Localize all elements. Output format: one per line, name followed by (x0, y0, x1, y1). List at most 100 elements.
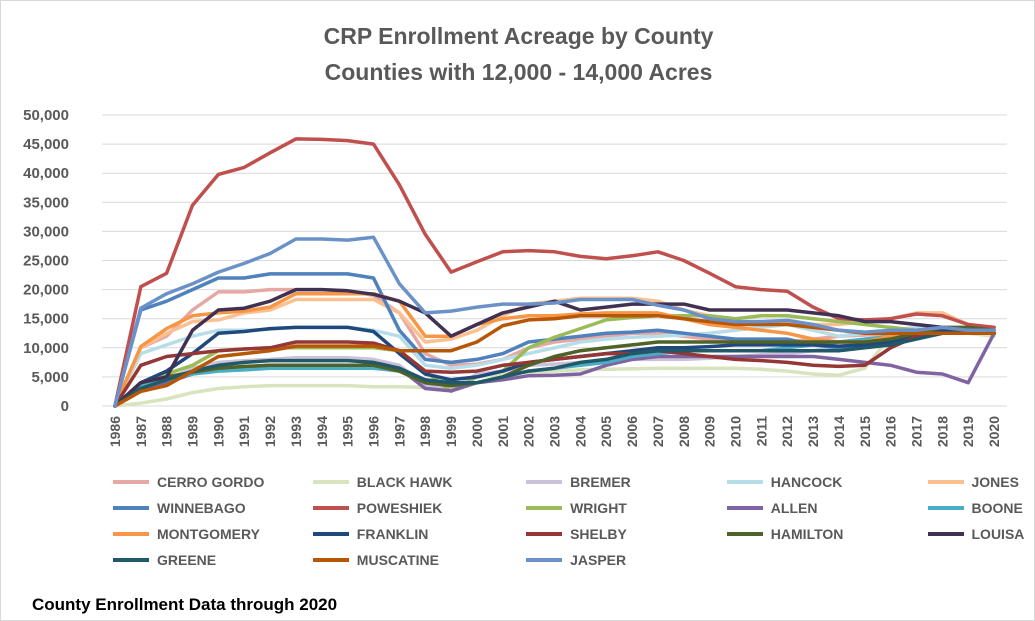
x-tick-label: 1989 (185, 416, 201, 447)
x-tick-label: 2014 (831, 416, 847, 447)
legend-item: FRANKLIN (312, 524, 429, 544)
legend-label: MONTGOMERY (157, 526, 260, 542)
y-tick-label: 50,000 (23, 107, 69, 124)
legend-label: HANCOCK (770, 474, 843, 490)
x-tick-label: 2017 (909, 416, 925, 447)
legend-item: BREMER (526, 472, 631, 492)
legend-swatch (312, 506, 349, 510)
x-tick-label: 2007 (650, 416, 666, 447)
y-tick-label: 45,000 (23, 136, 69, 153)
legend-swatch (927, 532, 964, 536)
legend-item: WINNEBAGO (113, 498, 246, 518)
x-tick-label: 1988 (159, 416, 175, 447)
legend-item: HANCOCK (726, 472, 843, 492)
x-tick-label: 2012 (779, 416, 795, 447)
x-tick-label: 2019 (960, 416, 976, 447)
x-tick-label: 2018 (934, 416, 950, 447)
legend-swatch (526, 506, 563, 510)
chart-title: CRP Enrollment Acreage by County (323, 23, 714, 49)
legend-label: JONES (971, 474, 1019, 490)
series-line-hamilton (113, 325, 996, 408)
legend-swatch (927, 480, 964, 484)
legend-swatch (726, 506, 763, 510)
legend-label: GREENE (157, 552, 217, 568)
y-tick-label: 35,000 (23, 194, 69, 211)
legend-swatch (113, 532, 149, 536)
legend-label: FRANKLIN (356, 526, 429, 542)
legend-label: MUSCATINE (356, 552, 439, 568)
legend-item: CERRO GORDO (113, 472, 264, 492)
x-tick-label: 1997 (391, 416, 407, 447)
legend-swatch (312, 558, 349, 562)
x-tick-label: 2010 (728, 416, 744, 447)
x-tick-label: 1992 (262, 416, 278, 447)
line-chart: 0 5,000 10,000 15,000 20,000 25,000 30,000 35,0… (23, 107, 1007, 447)
x-tick-label: 1998 (417, 416, 433, 447)
x-tick-label: 2009 (702, 416, 718, 447)
legend-swatch (927, 506, 964, 510)
legend-item: MUSCATINE (312, 550, 439, 570)
legend-label: ALLEN (770, 500, 818, 516)
x-tick-label: 1990 (210, 416, 226, 447)
y-tick-label: 0 (61, 398, 69, 415)
legend-item: JONES (927, 472, 1019, 492)
chart-subtitle: Counties with 12,000 - 14,000 Acres (324, 59, 713, 85)
legend-item: BOONE (927, 498, 1023, 518)
x-tick-label: 2001 (495, 416, 511, 447)
legend-label: SHELBY (570, 526, 627, 542)
legend-swatch (312, 532, 349, 536)
x-tick-label: 2011 (753, 416, 769, 447)
series-line-shelby (113, 331, 996, 408)
series-line-black-hawk (113, 328, 996, 408)
y-tick-label: 25,000 (23, 253, 69, 270)
x-tick-label: 1987 (133, 416, 149, 447)
x-tick-label: 1996 (366, 416, 382, 447)
legend-item: BLACK HAWK (312, 472, 452, 492)
legend-swatch (113, 506, 149, 510)
y-tick-label: 5,000 (31, 369, 69, 386)
legend-label: WINNEBAGO (157, 500, 246, 516)
legend-label: LOUISA (971, 526, 1025, 542)
x-tick-label: 2004 (572, 416, 588, 447)
y-tick-label: 15,000 (23, 311, 69, 328)
x-tick-label: 2005 (598, 416, 614, 447)
legend-swatch (526, 480, 563, 484)
x-tick-label: 2008 (676, 416, 692, 447)
legend-label: JASPER (570, 552, 627, 568)
legend-item: JASPER (526, 550, 626, 570)
legend-swatch (526, 558, 563, 562)
x-tick-label: 2003 (547, 416, 563, 447)
footnote: County Enrollment Data through 2020 (32, 595, 338, 614)
series-line-jasper (113, 235, 996, 408)
legend-item: POWESHIEK (312, 498, 442, 518)
y-tick-label: 20,000 (23, 282, 69, 299)
x-tick-label: 1995 (340, 416, 356, 447)
legend-swatch (526, 532, 563, 536)
y-tick-label: 30,000 (23, 223, 69, 240)
y-tick-label: 40,000 (23, 165, 69, 182)
y-axis: 0 5,000 10,000 15,000 20,000 25,000 30,000 35,0… (23, 107, 69, 415)
legend-label: CERRO GORDO (157, 474, 265, 490)
legend-swatch (113, 480, 149, 484)
x-tick-label: 2002 (521, 416, 537, 447)
legend-label: WRIGHT (570, 500, 627, 516)
series-line-greene (113, 331, 996, 408)
x-axis: 1986 1987 1988 1989 1990 1991 1992 1993 1994 1995… (107, 416, 1002, 447)
legend-swatch (726, 532, 763, 536)
x-tick-label: 2015 (857, 416, 873, 447)
x-tick-label: 2020 (986, 416, 1002, 447)
legend-item: WRIGHT (526, 498, 627, 518)
series-line-louisa (113, 287, 996, 408)
legend-item: HAMILTON (726, 524, 843, 544)
x-tick-label: 2006 (624, 416, 640, 447)
legend-item: LOUISA (927, 524, 1025, 544)
legend-item: GREENE (113, 550, 216, 570)
legend-item: MONTGOMERY (113, 524, 260, 544)
x-tick-label: 2013 (805, 416, 821, 447)
y-tick-label: 10,000 (23, 340, 69, 357)
legend-swatch (312, 480, 349, 484)
legend-item: SHELBY (526, 524, 627, 544)
x-tick-label: 1986 (107, 416, 123, 447)
x-tick-label: 2016 (883, 416, 899, 447)
